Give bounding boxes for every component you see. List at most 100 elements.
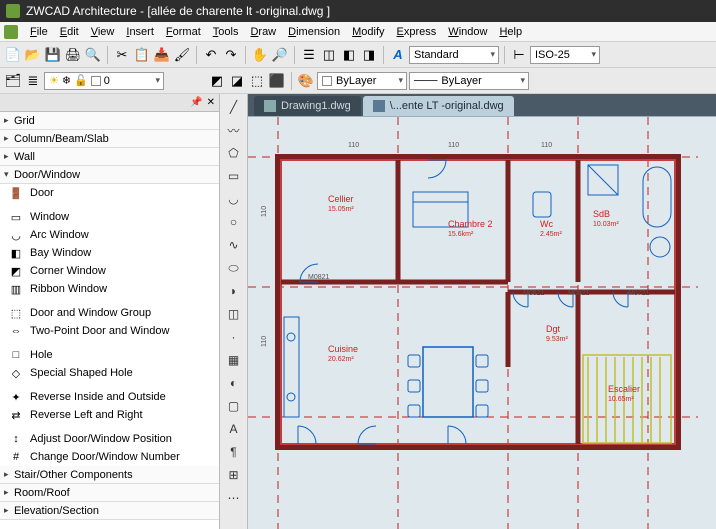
- dim-style-icon[interactable]: ⊢: [510, 46, 528, 64]
- svg-text:Cuisine: Cuisine: [328, 344, 358, 354]
- toolbar-2: 🗂 ≣ ☀❄🔓 0 ◩ ◪ ⬚ ⬛ 🎨 ByLayer ───ByLayer: [0, 68, 716, 94]
- menu-format[interactable]: Format: [160, 26, 207, 38]
- layer-dropdown[interactable]: ☀❄🔓 0: [44, 72, 164, 90]
- redo-icon[interactable]: ↷: [222, 46, 240, 64]
- layer-mgr-icon[interactable]: 🗂: [4, 72, 22, 90]
- text-icon[interactable]: A: [225, 420, 243, 438]
- item-adjust-door-window-position[interactable]: ↕Adjust Door/Window Position: [0, 430, 219, 448]
- category-column-beam-slab[interactable]: Column/Beam/Slab: [0, 130, 219, 148]
- gradient-icon[interactable]: ◐: [225, 374, 243, 392]
- paste-icon[interactable]: 📥: [153, 46, 171, 64]
- zoom-icon[interactable]: 🔎: [271, 46, 289, 64]
- match-icon[interactable]: 🖌: [173, 46, 191, 64]
- menu-dimension[interactable]: Dimension: [282, 26, 346, 38]
- copy-icon[interactable]: 📋: [133, 46, 151, 64]
- ellipse-icon[interactable]: ⬭: [225, 259, 243, 277]
- block-icon[interactable]: ◫: [225, 305, 243, 323]
- tool-b-icon[interactable]: ◨: [360, 46, 378, 64]
- hatch-icon[interactable]: ▦: [225, 351, 243, 369]
- category-wall[interactable]: Wall: [0, 148, 219, 166]
- item-reverse-left-and-right[interactable]: ⇄Reverse Left and Right: [0, 406, 219, 424]
- document-tabs: Drawing1.dwg\...ente LT -original.dwg: [248, 94, 716, 116]
- category-stair-other-components[interactable]: Stair/Other Components: [0, 466, 219, 484]
- item-door[interactable]: 🚪Door: [0, 184, 219, 202]
- item-change-door-window-number[interactable]: #Change Door/Window Number: [0, 448, 219, 466]
- item-arc-window[interactable]: ◡Arc Window: [0, 226, 219, 244]
- item-ribbon-window[interactable]: ▥Ribbon Window: [0, 280, 219, 298]
- menu-file[interactable]: File: [24, 26, 54, 38]
- palette-pin-icon[interactable]: 📌: [190, 97, 202, 108]
- layer-state-icon[interactable]: ≣: [24, 72, 42, 90]
- linetype-dropdown[interactable]: ───ByLayer: [409, 72, 529, 90]
- menu-insert[interactable]: Insert: [120, 26, 160, 38]
- print-icon[interactable]: 🖨: [64, 46, 82, 64]
- item-icon: ⬚: [8, 306, 24, 320]
- item-corner-window[interactable]: ◩Corner Window: [0, 262, 219, 280]
- circle-icon[interactable]: ○: [225, 213, 243, 231]
- layer-tool3-icon[interactable]: ⬚: [248, 72, 266, 90]
- rect-icon[interactable]: ▭: [225, 167, 243, 185]
- preview-icon[interactable]: 🔍: [84, 46, 102, 64]
- open-icon[interactable]: 📂: [24, 46, 42, 64]
- svg-text:M0821: M0821: [523, 290, 545, 297]
- svg-text:15.05m²: 15.05m²: [328, 206, 354, 213]
- mtext-icon[interactable]: ¶: [225, 443, 243, 461]
- category-grid[interactable]: Grid: [0, 112, 219, 130]
- item-hole[interactable]: □Hole: [0, 346, 219, 364]
- pline-icon[interactable]: 〰: [225, 121, 243, 139]
- region-icon[interactable]: ▢: [225, 397, 243, 415]
- menu-tools[interactable]: Tools: [207, 26, 245, 38]
- more-icon[interactable]: ⋯: [225, 489, 243, 507]
- menu-help[interactable]: Help: [493, 26, 528, 38]
- arc-icon[interactable]: ◡: [225, 190, 243, 208]
- menu-window[interactable]: Window: [442, 26, 493, 38]
- point-icon[interactable]: ·: [225, 328, 243, 346]
- svg-text:10.65m²: 10.65m²: [608, 396, 634, 403]
- item-two-point-door-and-window[interactable]: ⇔Two-Point Door and Window: [0, 322, 219, 340]
- tool-a-icon[interactable]: ◧: [340, 46, 358, 64]
- item-icon: ◇: [8, 366, 24, 380]
- dim-style-dropdown[interactable]: ISO-25: [530, 46, 600, 64]
- menu-modify[interactable]: Modify: [346, 26, 390, 38]
- layer-tool2-icon[interactable]: ◪: [228, 72, 246, 90]
- menu-express[interactable]: Express: [391, 26, 443, 38]
- tab[interactable]: Drawing1.dwg: [254, 96, 361, 116]
- category-room-roof[interactable]: Room/Roof: [0, 484, 219, 502]
- pan-icon[interactable]: ✋: [251, 46, 269, 64]
- drawing-canvas[interactable]: Cellier15.05m²Chambre 215.6km²Wc2.45m²Sd…: [248, 116, 716, 529]
- color-icon[interactable]: 🎨: [297, 72, 315, 90]
- color-dropdown[interactable]: ByLayer: [317, 72, 407, 90]
- title-bar: ZWCAD Architecture - [allée de charente …: [0, 0, 716, 22]
- svg-text:110: 110: [541, 142, 552, 149]
- text-style-dropdown[interactable]: Standard: [409, 46, 499, 64]
- new-icon[interactable]: 📄: [4, 46, 22, 64]
- item-bay-window[interactable]: ◧Bay Window: [0, 244, 219, 262]
- palette-close-icon[interactable]: ✕: [207, 97, 215, 108]
- layer-tool4-icon[interactable]: ⬛: [268, 72, 286, 90]
- line-icon[interactable]: ╱: [225, 98, 243, 116]
- menu-draw[interactable]: Draw: [244, 26, 282, 38]
- svg-text:Cellier: Cellier: [328, 194, 354, 204]
- draw-toolbar: ╱ 〰 ⬠ ▭ ◡ ○ ∿ ⬭ ◗ ◫ · ▦ ◐ ▢ A ¶ ⊞ ⋯: [220, 94, 248, 529]
- table-icon[interactable]: ⊞: [225, 466, 243, 484]
- spline-icon[interactable]: ∿: [225, 236, 243, 254]
- menu-view[interactable]: View: [85, 26, 121, 38]
- text-style-icon[interactable]: A: [389, 46, 407, 64]
- item-special-shaped-hole[interactable]: ◇Special Shaped Hole: [0, 364, 219, 382]
- item-window[interactable]: ▭Window: [0, 208, 219, 226]
- item-door-and-window-group[interactable]: ⬚Door and Window Group: [0, 304, 219, 322]
- svg-text:9.53m²: 9.53m²: [546, 336, 568, 343]
- category-elevation-section[interactable]: Elevation/Section: [0, 502, 219, 520]
- menu-edit[interactable]: Edit: [54, 26, 85, 38]
- layer-tool1-icon[interactable]: ◩: [208, 72, 226, 90]
- undo-icon[interactable]: ↶: [202, 46, 220, 64]
- cut-icon[interactable]: ✂: [113, 46, 131, 64]
- save-icon[interactable]: 💾: [44, 46, 62, 64]
- design-icon[interactable]: ◫: [320, 46, 338, 64]
- tab[interactable]: \...ente LT -original.dwg: [363, 96, 514, 116]
- ellipse-arc-icon[interactable]: ◗: [225, 282, 243, 300]
- item-reverse-inside-and-outside[interactable]: ✦Reverse Inside and Outside: [0, 388, 219, 406]
- props-icon[interactable]: ☰: [300, 46, 318, 64]
- category-door-window[interactable]: Door/Window: [0, 166, 219, 184]
- polygon-icon[interactable]: ⬠: [225, 144, 243, 162]
